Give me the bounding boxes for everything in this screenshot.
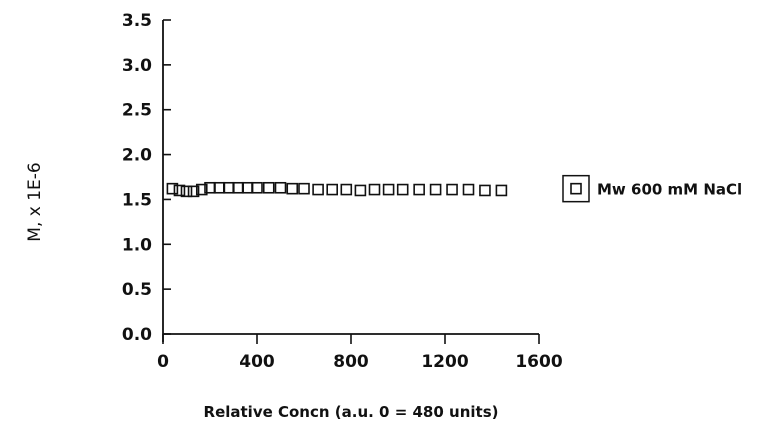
data-point	[479, 184, 491, 197]
y-tick-label: 0.5	[122, 280, 152, 300]
data-point	[446, 183, 458, 196]
y-tick-label: 2.5	[122, 101, 152, 121]
data-point	[173, 184, 186, 197]
data-point	[241, 181, 254, 194]
y-tick-label: 3.5	[122, 11, 152, 31]
data-point	[495, 184, 508, 197]
data-point	[354, 184, 367, 197]
legend-label: Mw 600 mM NaCl	[597, 181, 742, 199]
data-point	[232, 181, 244, 194]
legend: Mw 600 mM NaCl	[562, 174, 742, 203]
data-point	[368, 183, 381, 196]
data-point	[223, 181, 235, 194]
data-point	[429, 183, 442, 196]
data-point	[286, 182, 299, 195]
y-axis-title: M, x 1E-6	[25, 162, 45, 241]
x-axis: 0 400 800 1200 1600	[157, 333, 563, 372]
data-point	[396, 183, 409, 196]
data-point	[413, 183, 425, 196]
legend-marker	[570, 182, 582, 195]
y-tick-label: 1.0	[122, 235, 152, 255]
data-point	[195, 183, 208, 196]
data-points	[166, 181, 508, 198]
data-point	[312, 183, 324, 196]
y-tick-label: 2.0	[122, 146, 152, 166]
x-tick-label: 1600	[515, 352, 562, 372]
data-point	[262, 181, 275, 194]
legend-marker-frame	[562, 174, 590, 203]
data-point	[166, 182, 179, 195]
x-tick-label: 1200	[421, 352, 468, 372]
data-point	[326, 183, 339, 196]
y-tick-label: 0.0	[122, 325, 152, 345]
y-tick-label: 3.0	[122, 56, 152, 76]
data-point	[382, 183, 395, 196]
data-point	[213, 181, 226, 194]
data-point	[274, 181, 287, 194]
x-axis-title: Relative Concn (a.u. 0 = 480 units)	[204, 403, 499, 421]
data-point	[298, 182, 310, 195]
data-point	[251, 181, 263, 194]
x-tick-label: 800	[333, 352, 369, 372]
x-tick-label: 400	[239, 352, 275, 372]
y-tick-label: 1.5	[122, 190, 152, 210]
data-point	[340, 183, 353, 196]
x-tick-label: 0	[157, 352, 169, 372]
data-point	[462, 183, 475, 196]
data-point	[180, 185, 193, 198]
data-point	[187, 185, 200, 198]
y-axis: 0.0 0.5 1.0 1.5 2.0 2.5 3.0 3.5	[122, 11, 171, 345]
